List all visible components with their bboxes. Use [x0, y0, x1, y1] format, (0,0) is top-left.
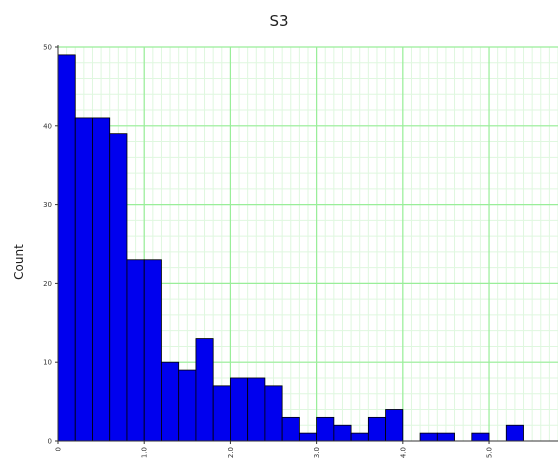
histogram-bar — [247, 377, 266, 442]
histogram-bar — [212, 385, 231, 442]
histogram-bar — [419, 432, 438, 442]
histogram-bar — [350, 432, 369, 442]
histogram-bar — [161, 361, 180, 442]
y-tick-label: 30 — [43, 201, 52, 209]
x-tick-label: 0 — [55, 447, 63, 451]
histogram-bar — [367, 416, 386, 442]
histogram-bar — [92, 117, 111, 442]
histogram-bar — [505, 424, 524, 442]
histogram-bars — [57, 54, 524, 442]
histogram-bar — [471, 432, 490, 442]
histogram-bar — [57, 54, 76, 442]
histogram-bar — [333, 424, 352, 442]
y-tick-label: 50 — [43, 44, 52, 52]
histogram-bar — [281, 416, 300, 442]
histogram-bar — [264, 385, 283, 442]
axes — [55, 45, 558, 444]
histogram-bar — [230, 377, 249, 442]
x-tick-label: 5.0 — [486, 447, 494, 458]
chart-title: S3 — [269, 12, 289, 30]
histogram-bar — [74, 117, 93, 442]
histogram-bar — [316, 416, 335, 442]
histogram-bar — [195, 338, 214, 442]
y-tick-label: 10 — [43, 359, 52, 367]
histogram-bar — [178, 369, 197, 442]
y-tick-label: 40 — [43, 122, 52, 130]
x-tick-label: 4.0 — [399, 447, 407, 458]
histogram-bar — [126, 259, 145, 442]
histogram-bar — [298, 432, 318, 442]
x-tick-label: 2.0 — [227, 447, 235, 458]
x-tick-label: 1.0 — [141, 447, 149, 458]
histogram-bar — [436, 432, 455, 442]
tick-labels: 0 10 20 30 40 50 0 1.0 2.0 3.0 4.0 5.0 — [43, 44, 493, 459]
histogram-bar — [109, 133, 128, 442]
x-tick-label: 3.0 — [313, 447, 321, 458]
y-tick-label: 0 — [48, 438, 52, 446]
histogram-bar — [143, 259, 162, 442]
histogram-bar — [385, 409, 404, 442]
y-tick-label: 20 — [43, 280, 52, 288]
